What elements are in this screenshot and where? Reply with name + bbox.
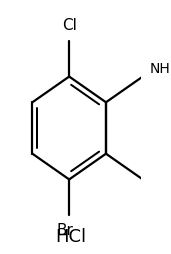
Text: NH: NH [149, 62, 170, 76]
Text: Cl: Cl [62, 18, 77, 33]
Text: Br: Br [57, 223, 74, 238]
Text: HCl: HCl [55, 228, 86, 246]
